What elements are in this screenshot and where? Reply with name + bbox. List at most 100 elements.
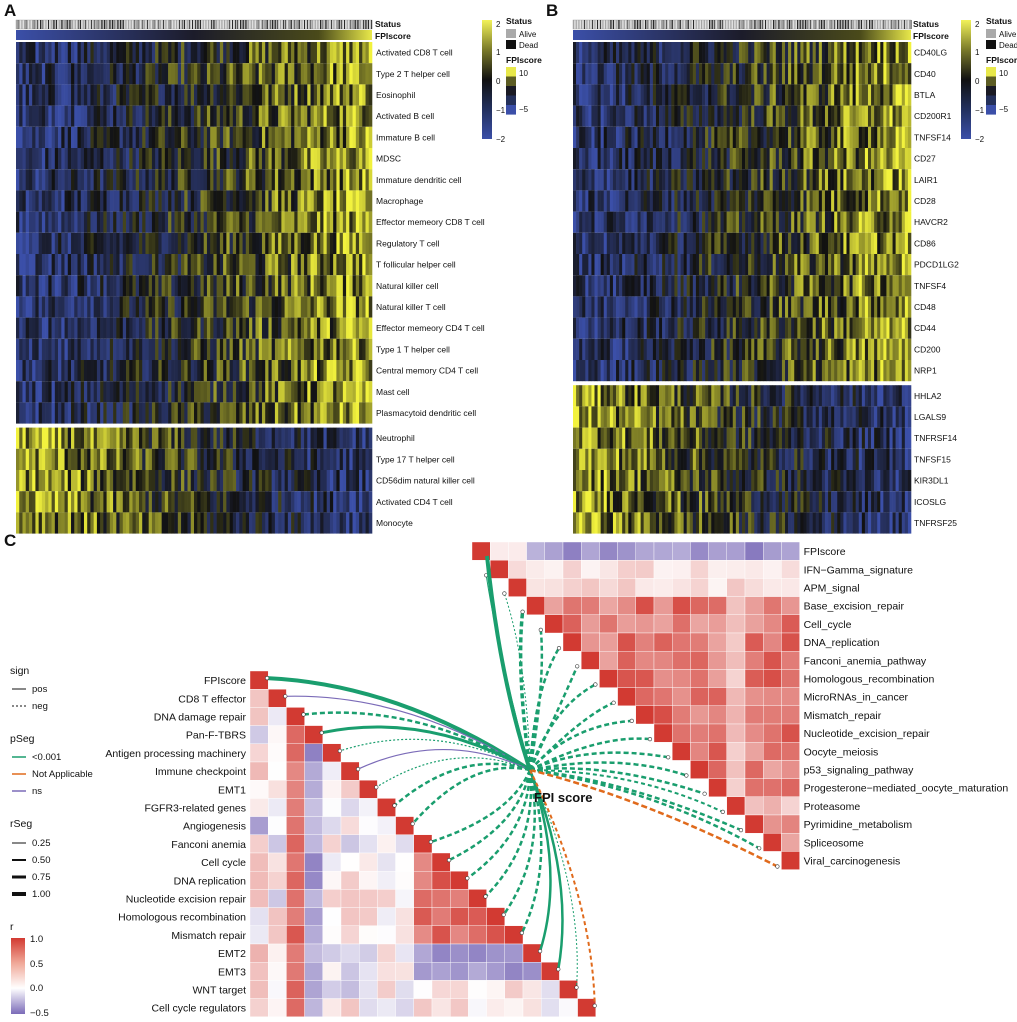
- heat-cell: [168, 296, 172, 318]
- heat-cell: [840, 385, 844, 407]
- heat-cell: [249, 42, 253, 64]
- heat-cell: [226, 211, 230, 233]
- heat-cell: [803, 126, 807, 148]
- heat-cell: [119, 381, 124, 403]
- status-tick: [321, 20, 323, 29]
- heat-cell: [828, 360, 832, 382]
- heat-cell: [135, 169, 140, 191]
- heat-cell: [320, 360, 324, 382]
- heat-cell: [726, 360, 731, 382]
- heat-cell: [622, 105, 626, 127]
- heat-cell: [867, 275, 872, 297]
- heat-cell: [346, 491, 350, 513]
- heat-cell: [226, 148, 230, 170]
- heat-cell: [145, 126, 149, 148]
- heat-cell: [16, 211, 20, 233]
- heat-cell: [858, 211, 863, 233]
- heat-cell: [612, 385, 617, 407]
- heat-cell: [313, 126, 318, 148]
- heat-cell: [886, 84, 890, 106]
- status-tick: [56, 20, 57, 29]
- heat-cell: [126, 448, 130, 470]
- heat-cell: [711, 126, 715, 148]
- heat-cell: [320, 169, 324, 191]
- heat-cell: [815, 211, 820, 233]
- heat-cell: [708, 126, 712, 148]
- heat-cell: [197, 448, 201, 470]
- heat-cell: [96, 148, 101, 170]
- heat-cell: [58, 232, 62, 254]
- heat-cell: [326, 470, 331, 492]
- heat-cell: [164, 232, 169, 254]
- heat-cell: [171, 360, 175, 382]
- heat-cell: [294, 42, 298, 64]
- heat-cell: [307, 491, 311, 513]
- status-tick: [688, 20, 690, 29]
- heat-cell: [695, 338, 700, 360]
- status-tick: [742, 20, 744, 29]
- heat-cell: [54, 381, 59, 403]
- heat-cell: [738, 84, 743, 106]
- row-label: Neutrophil: [376, 433, 415, 443]
- heat-cell: [689, 169, 694, 191]
- heat-cell: [680, 385, 684, 407]
- heat-cell: [271, 512, 276, 534]
- heat-cell: [748, 406, 752, 428]
- heat-cell: [190, 169, 195, 191]
- heat-cell: [190, 360, 195, 382]
- heat-cell: [359, 190, 363, 212]
- heat-cell: [100, 317, 104, 339]
- status-tick: [856, 20, 858, 29]
- heat-cell: [705, 105, 709, 127]
- heat-cell: [181, 512, 185, 534]
- heat-cell: [858, 42, 863, 64]
- heat-cell: [83, 232, 88, 254]
- heat-cell: [843, 254, 847, 276]
- heat-cell: [249, 448, 253, 470]
- heat-cell: [32, 275, 36, 297]
- heat-cell: [806, 385, 810, 407]
- heat-cell: [161, 211, 166, 233]
- heat-cell: [576, 338, 580, 360]
- heat-cell: [187, 448, 192, 470]
- heat-cell: [355, 232, 360, 254]
- status-tick: [905, 20, 907, 29]
- heat-cell: [171, 148, 175, 170]
- heat-cell: [197, 491, 201, 513]
- heat-cell: [268, 275, 272, 297]
- status-tick: [616, 20, 618, 29]
- heat-cell: [142, 42, 146, 64]
- heat-cell: [732, 232, 737, 254]
- heat-cell: [265, 254, 269, 276]
- heat-cell: [904, 360, 909, 382]
- heat-cell: [213, 63, 217, 85]
- heat-cell: [216, 338, 221, 360]
- heat-cell: [349, 402, 353, 424]
- panel-b-heatmap: [573, 42, 912, 534]
- heat-cell: [867, 126, 872, 148]
- heat-cell: [662, 105, 666, 127]
- heat-cell: [634, 63, 638, 85]
- heat-cell: [698, 232, 703, 254]
- heat-cell: [307, 338, 311, 360]
- heat-cell: [329, 275, 334, 297]
- heat-cell: [174, 169, 179, 191]
- heat-cell: [287, 448, 292, 470]
- heat-cell: [597, 190, 601, 212]
- panel-a-status-label: Status: [375, 19, 401, 29]
- heat-cell: [895, 148, 900, 170]
- heat-cell: [815, 317, 820, 339]
- heat-cell: [126, 84, 130, 106]
- status-tick: [236, 20, 238, 29]
- heat-cell: [93, 232, 98, 254]
- heat-cell: [281, 470, 285, 492]
- heat-cell: [871, 169, 875, 191]
- heat-cell: [797, 211, 801, 233]
- heat-cell: [197, 512, 201, 534]
- heat-cell: [895, 317, 900, 339]
- heat-cell: [54, 254, 59, 276]
- heat-cell: [603, 296, 608, 318]
- heat-cell: [61, 126, 65, 148]
- heat-cell: [686, 385, 691, 407]
- heat-cell: [158, 169, 162, 191]
